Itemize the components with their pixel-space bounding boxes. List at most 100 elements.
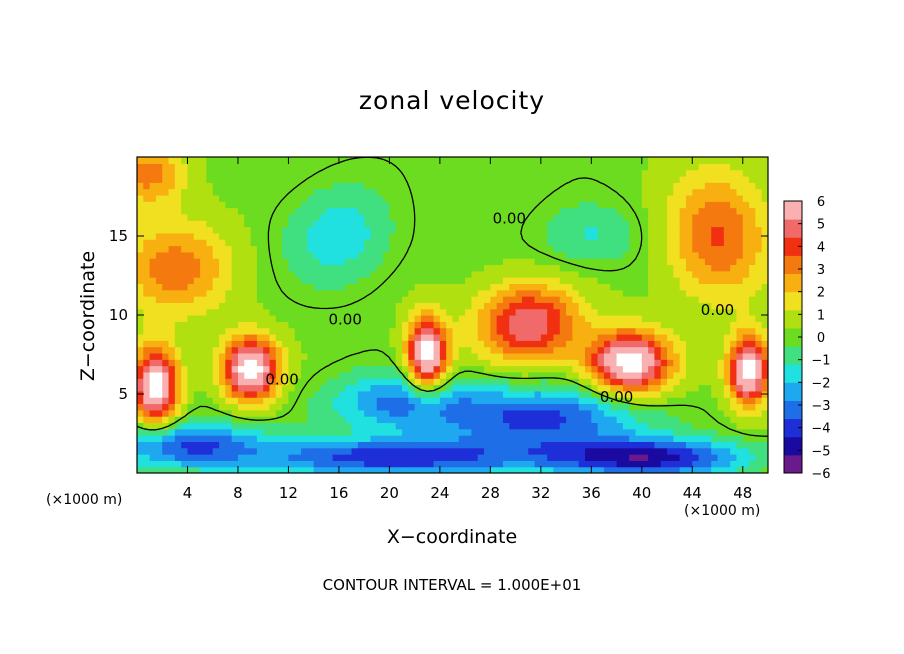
heat-cell <box>200 384 208 392</box>
heat-cell <box>200 232 208 240</box>
heat-cell <box>244 182 252 190</box>
heat-cell <box>137 201 144 209</box>
heat-cell <box>509 220 517 228</box>
heat-cell <box>174 416 182 424</box>
heat-cell <box>376 371 384 379</box>
heat-cell <box>162 435 170 442</box>
heat-cell <box>200 378 208 386</box>
heat-cell <box>338 327 346 335</box>
heat-cell <box>193 371 201 379</box>
heat-cell <box>553 454 561 461</box>
heat-cell <box>237 441 245 449</box>
heat-cell <box>660 188 668 196</box>
heat-cell <box>673 245 681 253</box>
heat-cell <box>420 251 428 259</box>
heat-cell <box>578 232 586 240</box>
heat-cell <box>187 365 195 373</box>
heat-cell <box>433 454 441 461</box>
heat-cell <box>597 194 605 202</box>
heat-cell <box>174 346 182 354</box>
heat-cell <box>540 157 548 164</box>
heat-cell <box>458 447 466 455</box>
heat-cell <box>383 460 390 468</box>
heat-cell <box>755 447 763 455</box>
heat-cell <box>736 283 744 291</box>
heat-cell <box>622 201 630 209</box>
heat-cell <box>528 371 536 379</box>
heat-cell <box>547 365 555 373</box>
heat-cell <box>515 403 523 411</box>
heat-cell <box>572 277 580 284</box>
heat-cell <box>458 258 466 266</box>
heat-cell <box>717 333 725 341</box>
heat-cell <box>559 239 567 247</box>
heat-cell <box>490 321 498 329</box>
heat-cell <box>610 447 618 455</box>
heat-cell <box>641 454 649 461</box>
heat-cell <box>578 435 586 442</box>
heat-cell <box>427 447 435 455</box>
heat-cell <box>212 346 220 354</box>
heat-cell <box>319 226 327 234</box>
heat-cell <box>433 340 441 348</box>
heat-cell <box>692 194 700 202</box>
heat-cell <box>231 346 239 354</box>
heat-cell <box>692 289 700 297</box>
heat-cell <box>282 352 290 360</box>
heat-cell <box>654 416 662 424</box>
heat-cell <box>181 270 189 278</box>
heat-cell <box>294 289 302 297</box>
heat-cell <box>149 321 157 329</box>
heat-cell <box>648 333 656 341</box>
heat-cell <box>667 220 674 228</box>
heat-cell <box>578 163 586 171</box>
heat-cell <box>566 289 573 297</box>
heat-cell <box>168 384 176 392</box>
heat-cell <box>559 201 567 209</box>
heat-cell <box>692 182 700 190</box>
heat-cell <box>193 163 201 171</box>
heat-cell <box>219 245 226 253</box>
heat-cell <box>572 371 580 379</box>
heat-cell <box>509 371 517 379</box>
heat-cell <box>477 315 485 322</box>
heat-cell <box>711 277 719 284</box>
heat-cell <box>250 283 258 291</box>
heat-cell <box>685 422 693 430</box>
heat-cell <box>395 422 403 430</box>
heat-cell <box>540 207 548 215</box>
heat-cell <box>319 201 327 209</box>
heat-cell <box>313 428 321 436</box>
heat-cell <box>465 441 473 449</box>
heat-cell <box>553 466 561 473</box>
heat-cell <box>572 315 580 322</box>
heat-cell <box>559 213 567 221</box>
heat-cell <box>521 270 529 278</box>
heat-cell <box>629 245 637 253</box>
heat-cell <box>730 466 738 473</box>
heat-cell <box>338 340 346 348</box>
heat-cell <box>446 416 454 424</box>
heat-cell <box>502 283 510 291</box>
heat-cell <box>685 352 693 360</box>
heat-cell <box>673 283 681 291</box>
heat-cell <box>244 315 252 322</box>
heat-cell <box>547 397 555 405</box>
heat-cell <box>301 169 308 177</box>
heat-cell <box>414 327 422 335</box>
heat-cell <box>168 188 176 196</box>
heat-cell <box>736 277 744 284</box>
heat-cell <box>673 447 681 455</box>
heat-cell <box>484 264 491 272</box>
heat-cell <box>351 308 359 316</box>
heat-cell <box>414 447 422 455</box>
heat-cell <box>685 403 693 411</box>
heat-cell <box>162 302 170 310</box>
heat-cell <box>635 315 643 322</box>
heat-cell <box>730 315 738 322</box>
heat-cell <box>250 194 258 202</box>
heat-cell <box>338 416 346 424</box>
heat-cell <box>420 302 428 310</box>
heat-cell <box>174 352 182 360</box>
heat-cell <box>496 371 504 379</box>
